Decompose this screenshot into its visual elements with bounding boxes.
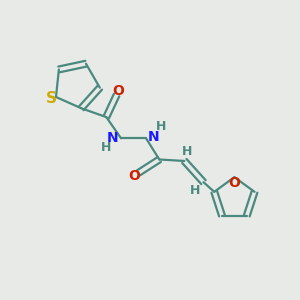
Text: H: H: [156, 120, 166, 133]
Text: N: N: [107, 131, 118, 145]
Text: S: S: [46, 91, 57, 106]
Text: O: O: [128, 169, 140, 183]
Text: N: N: [148, 130, 159, 144]
Text: O: O: [229, 176, 240, 190]
Text: O: O: [112, 84, 124, 98]
Text: H: H: [190, 184, 200, 197]
Text: H: H: [100, 141, 111, 154]
Text: H: H: [182, 145, 192, 158]
